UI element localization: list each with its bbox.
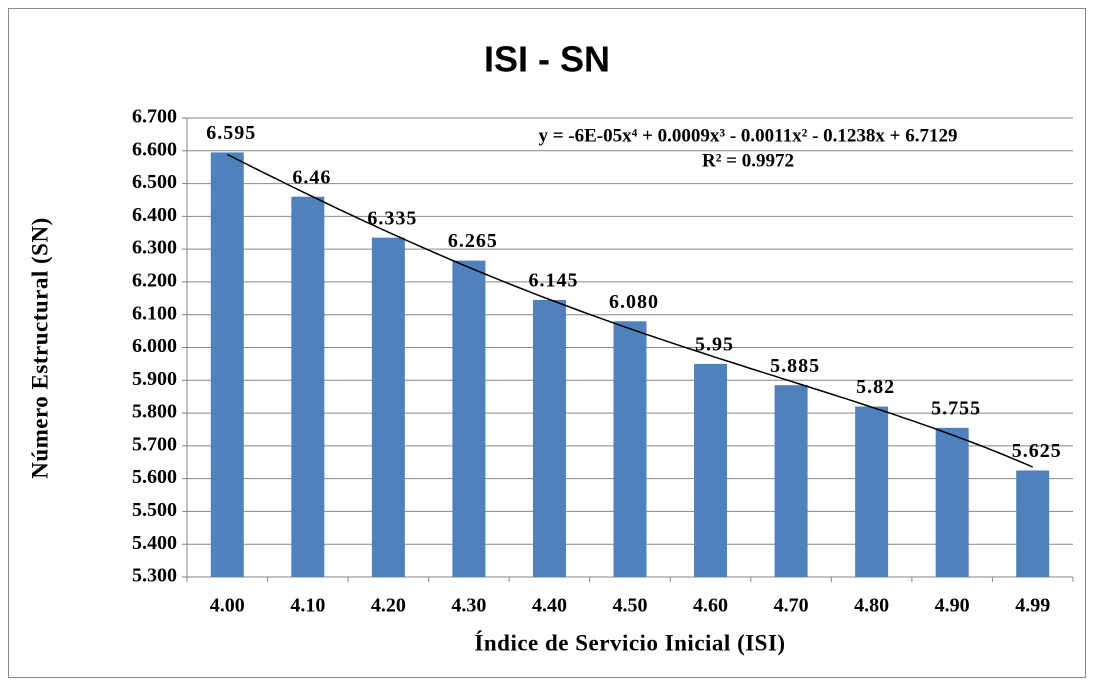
y-tick-label: 5.700 [132,433,177,455]
y-tick-label: 6.700 [132,106,177,128]
x-tick-label: 4.90 [935,595,970,617]
value-label: 6.595 [206,122,256,144]
bar [935,427,969,577]
y-tick-label: 5.400 [132,532,177,554]
chart-title: ISI - SN [484,39,610,80]
x-tick-label: 4.10 [290,595,325,617]
x-tick-label: 4.00 [210,595,245,617]
value-label: 6.265 [448,230,498,252]
trendline-equation: y = -6E-05x⁴ + 0.0009x³ - 0.0011x² - 0.1… [538,125,957,146]
y-tick-label: 5.600 [132,466,177,488]
x-tick-label: 4.20 [371,595,406,617]
bar [855,406,889,577]
value-label: 6.080 [609,291,659,313]
bar [371,237,405,578]
bar [1016,470,1050,577]
x-tick-label: 4.70 [774,595,809,617]
y-tick-label: 6.600 [132,138,177,160]
x-tick-label: 4.80 [854,595,889,617]
y-tick-label: 6.500 [132,171,177,193]
y-tick-label: 6.400 [132,204,177,226]
value-label: 5.885 [770,355,820,377]
value-label: 6.46 [292,166,331,188]
y-tick-label: 6.100 [132,302,177,324]
x-tick-label: 4.50 [613,595,648,617]
trendline [226,153,1034,468]
value-label: 6.335 [367,207,417,229]
value-label: 5.625 [1012,440,1062,462]
bar [613,321,647,577]
bar [210,152,244,578]
x-axis-label: Índice de Servicio Inicial (ISI) [474,630,785,655]
bar [291,196,325,577]
value-label: 5.95 [695,333,734,355]
y-axis-label: Número Estructural (SN) [27,217,52,479]
trendline-r-squared: R² = 0.9972 [702,150,794,171]
x-tick-label: 4.60 [693,595,728,617]
y-tick-label: 6.300 [132,237,177,259]
value-label: 5.82 [856,376,895,398]
y-tick-label: 5.900 [132,368,177,390]
bar [532,299,566,577]
bar [774,385,808,577]
y-tick-label: 6.000 [132,335,177,357]
value-label: 6.145 [528,270,578,292]
bar [694,363,728,577]
bar [452,260,486,577]
x-tick-label: 4.30 [451,595,486,617]
y-tick-label: 5.800 [132,401,177,423]
x-tick-label: 4.40 [532,595,567,617]
y-tick-label: 5.300 [132,565,177,587]
y-tick-label: 6.200 [132,270,177,292]
y-tick-label: 5.500 [132,499,177,521]
x-tick-label: 4.99 [1015,595,1050,617]
value-label: 5.755 [931,397,981,419]
